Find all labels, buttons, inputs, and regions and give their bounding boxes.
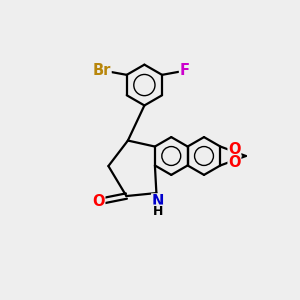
Text: O: O — [228, 142, 241, 157]
Text: N: N — [152, 194, 164, 209]
Text: Br: Br — [93, 63, 111, 78]
Text: F: F — [180, 63, 190, 78]
Text: H: H — [153, 205, 163, 218]
Text: O: O — [92, 194, 105, 208]
Text: O: O — [228, 155, 241, 170]
